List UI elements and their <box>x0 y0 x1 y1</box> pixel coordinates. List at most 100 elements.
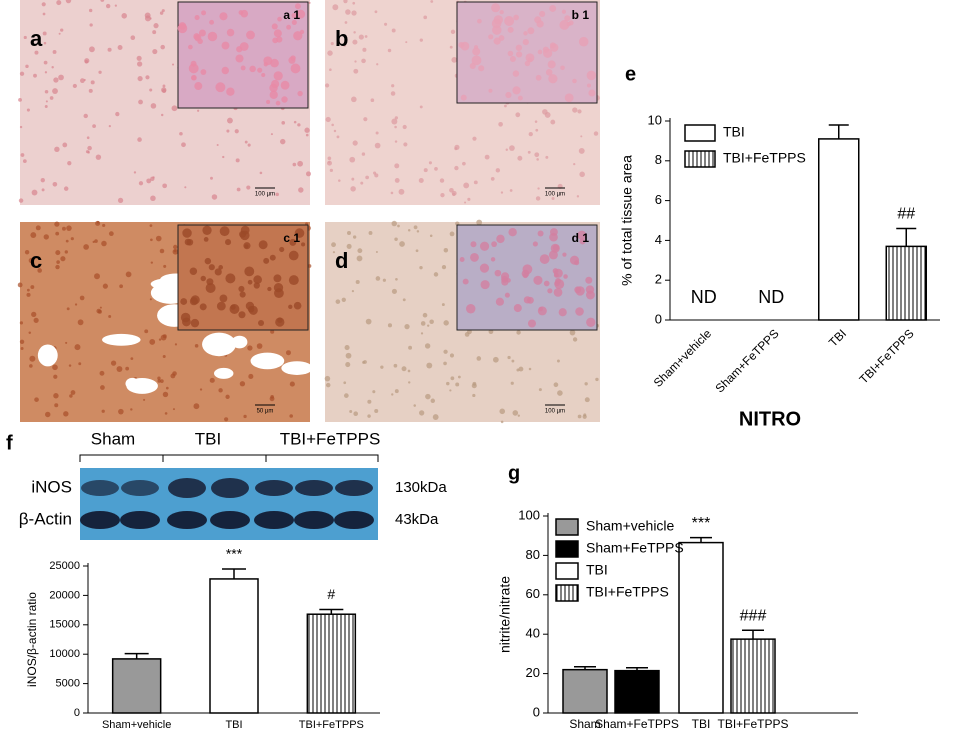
cell <box>579 238 586 245</box>
cell <box>281 121 286 125</box>
cell <box>43 60 48 65</box>
cell <box>273 71 283 81</box>
cell <box>416 230 420 233</box>
cell <box>275 317 285 327</box>
cell <box>62 226 66 231</box>
cell <box>247 345 253 351</box>
error-bar <box>222 568 246 579</box>
cell <box>532 241 538 247</box>
cell <box>288 275 299 286</box>
cell <box>460 94 467 101</box>
cell <box>165 386 169 390</box>
cell <box>527 57 533 63</box>
panel-label: b <box>335 26 348 51</box>
cell <box>443 361 447 366</box>
inset-label: b 1 <box>572 8 590 22</box>
cell <box>493 37 501 45</box>
cell <box>345 352 352 359</box>
cell <box>53 393 59 399</box>
cell <box>275 100 281 106</box>
cell <box>225 273 236 284</box>
cell <box>534 120 538 123</box>
cell <box>415 249 419 253</box>
cell <box>272 37 279 44</box>
cell <box>279 246 285 253</box>
cell <box>324 375 331 382</box>
cell <box>547 288 553 294</box>
legend-swatch <box>555 518 579 536</box>
cell <box>549 232 558 242</box>
cell <box>170 373 176 379</box>
significance: *** <box>692 515 711 532</box>
cell <box>41 188 45 192</box>
cell <box>548 250 558 260</box>
error-bar <box>690 536 712 543</box>
cell <box>499 9 504 15</box>
cell <box>446 381 450 386</box>
cell <box>585 290 595 300</box>
cell <box>471 383 477 389</box>
y-tick-label: 80 <box>526 547 540 562</box>
cell <box>391 28 396 33</box>
y-tick-label: 5000 <box>56 678 80 690</box>
cell <box>125 366 130 371</box>
cell <box>159 248 165 254</box>
tissue-gap <box>250 352 285 370</box>
cell <box>160 113 164 117</box>
cell <box>449 231 455 237</box>
x-tick-label: TBI <box>826 326 849 349</box>
cell <box>472 47 481 56</box>
cell <box>405 41 408 44</box>
y-axis-title: % of total tissue area <box>619 155 635 286</box>
inset <box>456 1 598 104</box>
y-tick-label: 0 <box>74 707 80 719</box>
error-bar <box>896 227 917 247</box>
cell <box>235 54 244 63</box>
cell <box>158 338 162 341</box>
cell <box>454 165 459 171</box>
cell <box>215 82 226 93</box>
y-tick-label: 10 <box>648 112 662 127</box>
cell <box>512 410 519 416</box>
cell <box>31 189 38 196</box>
cell <box>236 187 241 192</box>
y-tick-label: 15000 <box>49 619 80 631</box>
cell <box>537 49 543 55</box>
cell <box>398 188 405 195</box>
cell <box>593 131 599 136</box>
cell <box>325 116 331 123</box>
cell <box>100 0 105 2</box>
cell <box>374 409 379 414</box>
cell <box>230 304 236 310</box>
cell <box>345 9 351 15</box>
cell <box>269 90 278 99</box>
cell <box>89 23 93 27</box>
cell <box>517 95 523 101</box>
cell <box>171 105 178 112</box>
cell <box>462 278 469 285</box>
cell <box>516 330 521 335</box>
cell <box>536 20 544 28</box>
cell <box>289 238 297 246</box>
x-tick-label: TBI <box>225 719 242 731</box>
cell <box>137 137 142 142</box>
cell <box>102 283 108 289</box>
cell <box>512 86 521 95</box>
cell <box>62 142 68 148</box>
cell <box>98 70 102 74</box>
cell <box>449 187 454 193</box>
cell <box>488 34 494 40</box>
cell <box>327 160 332 166</box>
cell <box>441 303 445 307</box>
cell <box>226 28 235 37</box>
cell <box>515 44 523 51</box>
y-tick-label: 0 <box>655 311 662 326</box>
bar <box>885 245 927 321</box>
cell <box>226 129 230 133</box>
cell <box>404 324 410 330</box>
cell <box>19 125 23 129</box>
cell <box>331 123 334 127</box>
cell <box>440 192 445 198</box>
cell <box>35 225 41 231</box>
cell <box>543 280 550 287</box>
